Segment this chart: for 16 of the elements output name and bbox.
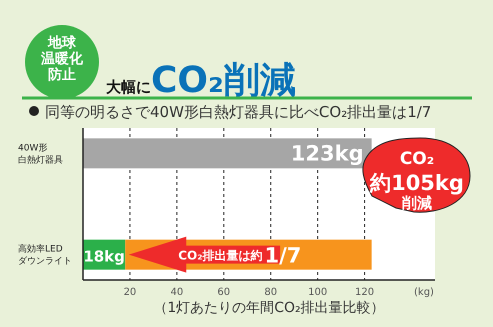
x-tick-label: 100	[308, 287, 328, 298]
x-tick-label: 60	[217, 287, 230, 298]
chart-title: 大幅にCO₂削減	[106, 60, 296, 101]
y-tick-label: 40W形白熱灯器具	[18, 142, 63, 166]
x-tick-label: 120	[355, 287, 374, 298]
data-label: 18kg	[83, 248, 125, 266]
text: (kg)	[414, 287, 434, 298]
x-axis-title: （1灯あたりの年間CO₂排出量比較）	[153, 300, 385, 316]
y-tick-label: 高効率LEDダウンライト	[18, 244, 72, 267]
x-tick-label: 40	[170, 287, 184, 298]
annotation: CO₂約105kg削減	[369, 149, 464, 212]
badge: 地球温暖化防止	[25, 25, 99, 99]
chart-subtitle: 同等の明るさで40W形白熱灯器具に比べCO₂排出量は1/7	[45, 103, 432, 121]
data-label: 123kg	[290, 141, 364, 166]
x-tick-label: 20	[124, 287, 136, 298]
x-tick-label: 80	[264, 287, 278, 298]
